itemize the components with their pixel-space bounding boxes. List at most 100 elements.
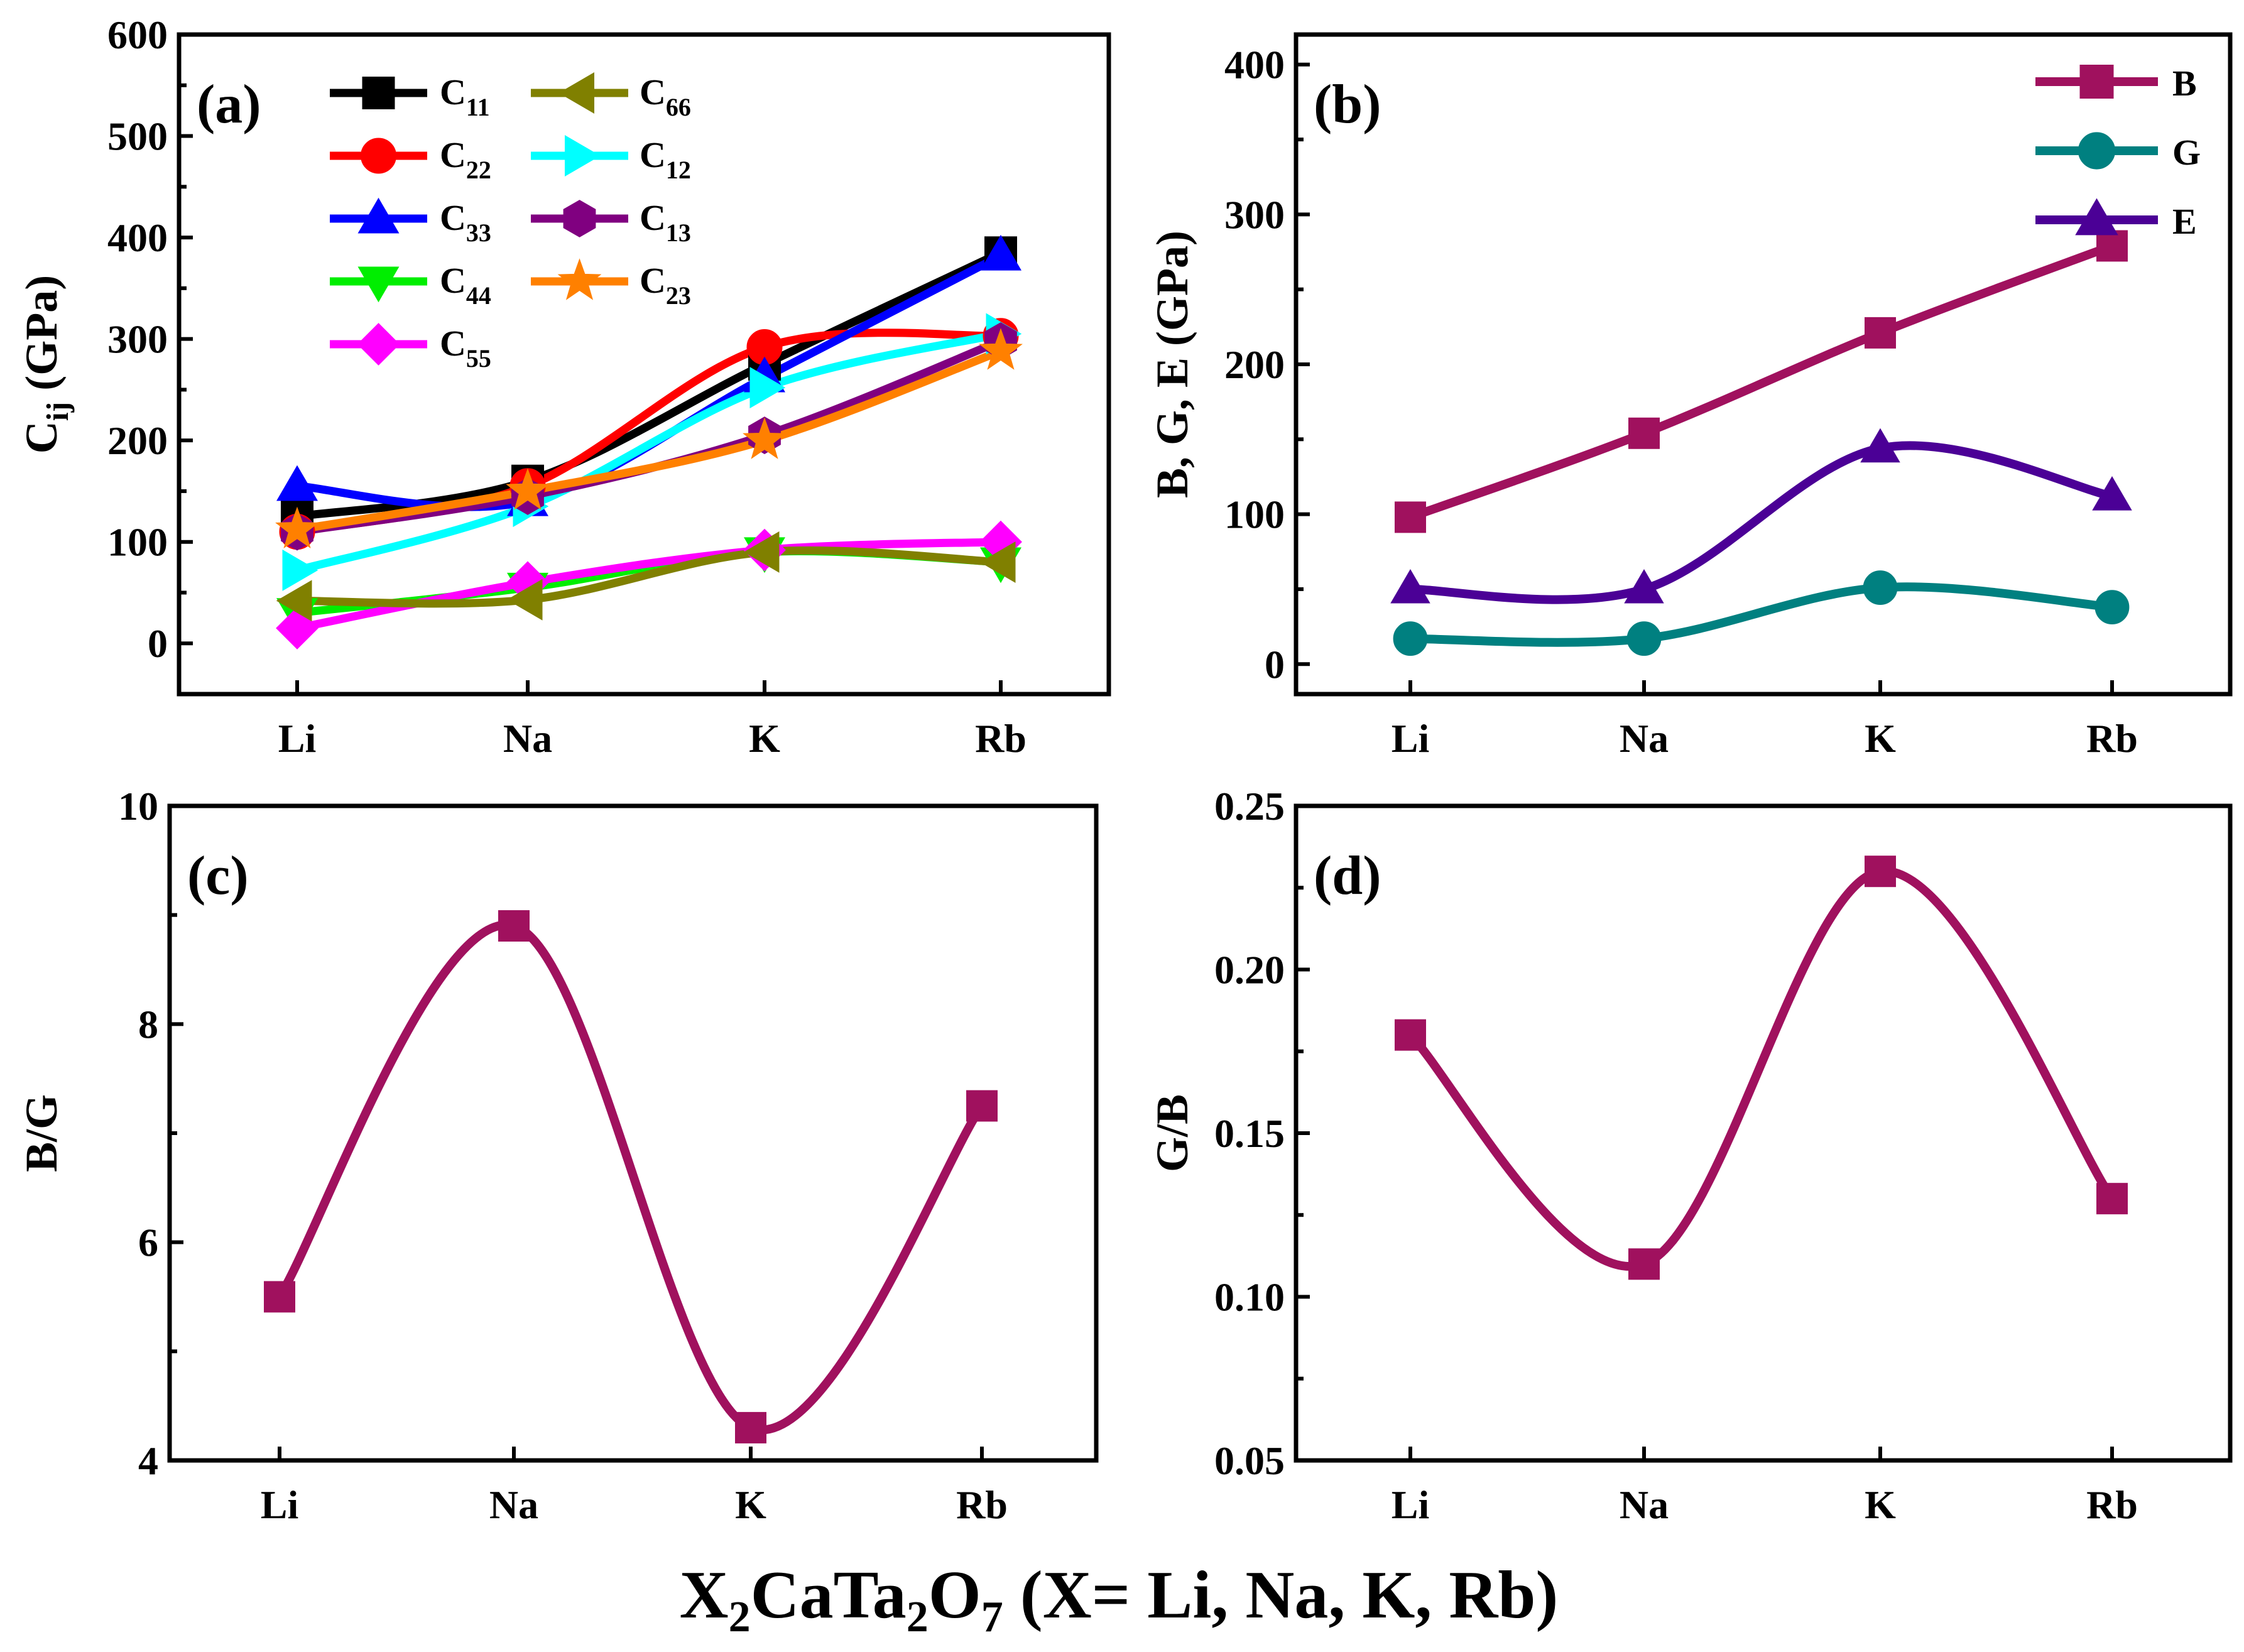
legend-marker — [558, 72, 594, 114]
series-line — [293, 538, 1005, 633]
panel-label: (a) — [197, 74, 261, 135]
legend-marker — [361, 138, 396, 174]
plot-frame — [1294, 803, 2233, 1463]
x-tick-label: K — [1865, 1482, 1896, 1527]
y-tick-label: 6 — [138, 1220, 158, 1265]
data-point — [743, 417, 787, 459]
y-tick-label: 200 — [107, 418, 168, 463]
series-line — [293, 347, 1005, 534]
legend-marker — [2079, 65, 2114, 99]
panel-a: 0 100 200 300 400 500 600 Li Na K Rb Cij (GPa) (a) C1… — [16, 13, 1111, 761]
y-tick-label: 0.05 — [1214, 1438, 1285, 1483]
data-point — [2092, 476, 2132, 511]
data-point — [1393, 621, 1428, 656]
data-point — [275, 506, 319, 549]
legend-marker — [357, 197, 400, 234]
data-point — [1860, 428, 1900, 463]
data-point — [282, 549, 319, 591]
x-tick-label: Li — [1392, 1482, 1429, 1527]
x-tick-label: Rb — [2086, 716, 2138, 761]
x-tick-label: Li — [278, 716, 316, 761]
data-point — [1395, 501, 1426, 533]
legend-label: B — [2172, 63, 2197, 104]
data-point — [980, 234, 1021, 271]
y-tick-label: 500 — [107, 114, 168, 159]
data-point — [735, 1411, 766, 1443]
y-tick-label: 300 — [107, 317, 168, 362]
y-axis-title: G/B — [1147, 1094, 1197, 1172]
y-tick-label: 100 — [107, 520, 168, 565]
data-point — [276, 580, 312, 622]
data-point — [979, 541, 1016, 583]
y-tick-label: 8 — [138, 1002, 158, 1046]
data-point — [979, 328, 1023, 370]
legend-label: C12 — [640, 134, 691, 184]
global-x-axis-title: X2CaTa2O7 (X= Li, Na, K, Rb) — [680, 1558, 1559, 1641]
x-tick-label: K — [749, 716, 780, 761]
x-tick-label: Rb — [2086, 1482, 2138, 1527]
legend-label: C33 — [440, 197, 491, 247]
series-line — [1406, 582, 2116, 647]
data-point — [1865, 317, 1896, 349]
panel-c: 4 6 8 10 Li Na K Rb B/G (c) — [16, 784, 1099, 1527]
legend-label: C44 — [440, 260, 491, 310]
y-axis-title: B/G — [16, 1094, 67, 1172]
data-point — [2096, 1183, 2128, 1215]
y-tick-label: 10 — [118, 784, 158, 829]
data-point — [276, 465, 318, 501]
y-tick-label: 0.15 — [1214, 1111, 1285, 1156]
panel-b: 0 100 200 300 400 Li Na K Rb B, G, E (GPa) (b) BGE — [1147, 32, 2233, 761]
series-line — [1406, 441, 2116, 604]
legend-label: C11 — [440, 72, 490, 121]
x-tick-label: Na — [1620, 716, 1669, 761]
data-point — [1865, 856, 1896, 888]
panel-d: 0.05 0.10 0.15 0.20 0.25 Li Na K Rb G/B (d) — [1147, 784, 2233, 1527]
legend-label: C55 — [440, 323, 491, 372]
data-point — [2094, 590, 2130, 624]
x-tick-label: K — [1865, 716, 1896, 761]
legend-marker — [563, 200, 596, 237]
legend-marker — [557, 258, 602, 300]
series-line — [293, 330, 1005, 575]
data-point — [1628, 417, 1660, 449]
x-tick-label: K — [735, 1482, 766, 1527]
data-point — [1395, 1019, 1426, 1051]
y-tick-label: 400 — [1224, 43, 1285, 87]
y-tick-label: 0.25 — [1214, 784, 1285, 829]
series-line — [293, 546, 1005, 608]
legend-label: G — [2172, 132, 2201, 173]
legend-label: C13 — [640, 197, 691, 247]
legend-marker — [357, 266, 400, 303]
y-tick-label: 600 — [107, 13, 168, 57]
data-point — [1624, 568, 1664, 604]
data-point — [743, 531, 780, 573]
x-tick-label: Na — [1620, 1482, 1669, 1527]
legend-marker — [2078, 132, 2116, 170]
plot-frame — [177, 32, 1111, 697]
legend-label: C66 — [640, 72, 691, 121]
y-tick-label: 0 — [148, 621, 168, 666]
x-tick-label: Na — [503, 716, 552, 761]
legend-marker — [362, 77, 395, 109]
legend-marker — [357, 323, 400, 366]
legend-marker — [2075, 198, 2118, 236]
y-tick-label: 0.20 — [1214, 948, 1285, 992]
data-point — [498, 910, 530, 942]
legend-label: C23 — [640, 260, 691, 310]
x-tick-label: Li — [261, 1482, 298, 1527]
data-point — [1390, 568, 1430, 604]
x-tick-label: Li — [1392, 716, 1429, 761]
y-tick-label: 0 — [1265, 642, 1285, 687]
legend-label: E — [2172, 201, 2197, 242]
y-tick-label: 200 — [1224, 342, 1285, 387]
y-tick-label: 0.10 — [1214, 1275, 1285, 1320]
data-point — [1628, 1248, 1660, 1280]
legend-label: C22 — [440, 134, 491, 184]
data-point — [506, 579, 543, 621]
data-point — [2096, 230, 2128, 262]
data-point — [506, 468, 550, 510]
y-tick-label: 300 — [1224, 192, 1285, 237]
plot-frame — [167, 803, 1099, 1463]
y-axis-title: Cij (GPa) — [16, 275, 75, 454]
